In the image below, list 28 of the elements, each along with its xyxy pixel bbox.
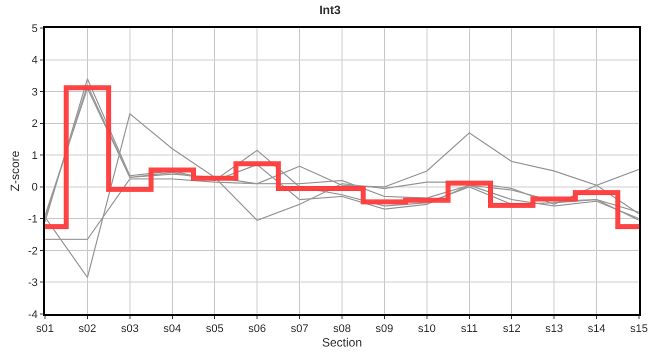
y-tick-label: 1 — [32, 150, 38, 162]
y-axis-title: Z-score — [8, 150, 22, 192]
x-tick-label: s08 — [333, 323, 351, 336]
y-tick-label: 3 — [32, 86, 38, 98]
x-tick-label: s14 — [588, 323, 606, 336]
x-tick-label: s03 — [120, 323, 139, 336]
chart-title: Int3 — [319, 2, 341, 17]
x-tick-label: s13 — [545, 323, 564, 336]
x-tick-label: s04 — [163, 323, 182, 336]
x-tick-label: s12 — [502, 323, 521, 336]
y-tick-label: 0 — [32, 182, 38, 194]
x-tick-label: s09 — [376, 323, 394, 336]
y-tick-label: -4 — [28, 308, 38, 321]
x-tick-label: s15 — [630, 323, 648, 336]
x-tick-label: s06 — [248, 323, 266, 336]
x-tick-label: s11 — [460, 323, 478, 336]
y-tick-label: 4 — [32, 54, 38, 67]
x-tick-label: s02 — [78, 323, 96, 336]
x-tick-label: s01 — [36, 323, 54, 336]
y-tick-label: -2 — [28, 245, 38, 258]
x-tick-label: s05 — [206, 323, 224, 336]
y-tick-label: -1 — [28, 214, 38, 226]
x-tick-label: s07 — [290, 323, 308, 336]
x-tick-label: s10 — [418, 323, 436, 336]
y-tick-label: -3 — [28, 277, 38, 290]
y-tick-label: 2 — [32, 118, 38, 130]
y-tick-label: 5 — [32, 22, 38, 35]
x-axis-title: Section — [322, 336, 362, 350]
